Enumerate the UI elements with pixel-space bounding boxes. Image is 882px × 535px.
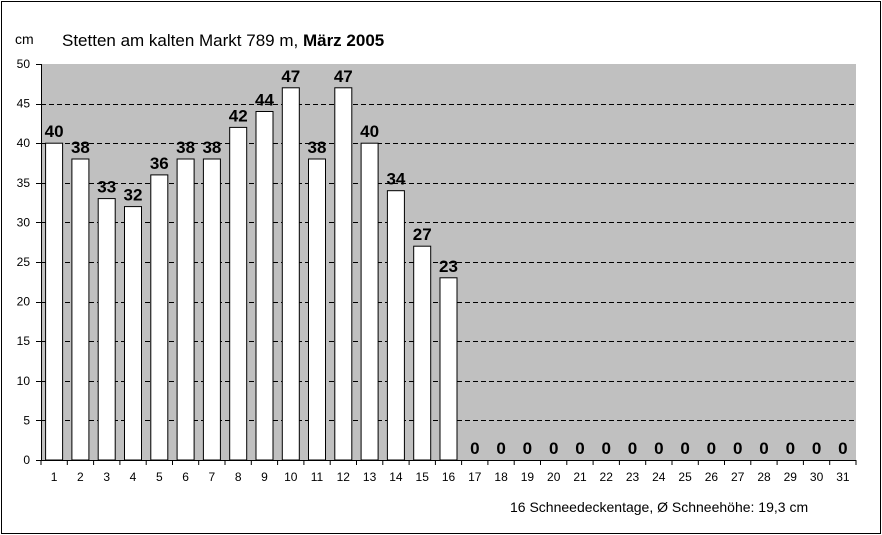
- y-tick-label: 40: [17, 136, 31, 150]
- x-tick-label: 3: [103, 470, 110, 484]
- bar-value-label: 0: [575, 439, 584, 458]
- x-tick-label: 26: [705, 470, 719, 484]
- bar-value-label: 0: [628, 439, 637, 458]
- bar-value-label: 32: [124, 186, 143, 205]
- x-tick-label: 19: [521, 470, 535, 484]
- bar-value-label: 40: [45, 122, 64, 141]
- y-tick-label: 50: [17, 57, 31, 71]
- x-tick-label: 20: [547, 470, 561, 484]
- bar-value-label: 38: [308, 138, 327, 157]
- x-tick-label: 25: [678, 470, 692, 484]
- y-tick-label: 0: [23, 453, 30, 467]
- bar: [334, 87, 353, 461]
- x-tick-label: 12: [337, 470, 351, 484]
- x-tick-label: 21: [573, 470, 587, 484]
- x-tick-label: 22: [600, 470, 614, 484]
- x-tick-label: 30: [810, 470, 824, 484]
- x-tick-label: 11: [311, 470, 324, 484]
- bar: [124, 206, 142, 461]
- bar-value-label: 0: [470, 439, 479, 458]
- bar-value-label: 0: [654, 439, 663, 458]
- y-axis-unit-label: cm: [15, 31, 34, 47]
- y-tick-label: 35: [17, 176, 31, 190]
- x-tick-label: 27: [731, 470, 745, 484]
- x-tick-label: 4: [130, 470, 137, 484]
- bar-value-label: 38: [71, 138, 90, 157]
- bar-value-label: 47: [281, 67, 300, 86]
- x-tick-label: 31: [836, 470, 850, 484]
- bar: [97, 198, 116, 461]
- bar-value-label: 42: [229, 106, 248, 125]
- bar: [202, 158, 221, 461]
- bar-value-label: 27: [413, 225, 432, 244]
- bar: [150, 174, 169, 461]
- x-tick-label: 17: [468, 470, 482, 484]
- y-tick-label: 5: [23, 413, 30, 427]
- bar-value-label: 38: [202, 138, 221, 157]
- bar-value-label: 40: [360, 122, 379, 141]
- bar-value-label: 0: [838, 439, 847, 458]
- x-tick-label: 18: [494, 470, 508, 484]
- chart-title-month: März 2005: [302, 31, 385, 50]
- summary-footer: 16 Schneedeckentage, Ø Schneehöhe: 19,3 …: [510, 499, 809, 515]
- y-tick-label: 30: [17, 215, 31, 229]
- bar-value-label: 0: [496, 439, 505, 458]
- bar-value-label: 0: [549, 439, 558, 458]
- bar-value-label: 34: [386, 170, 405, 189]
- x-tick-label: 14: [389, 470, 403, 484]
- bar: [71, 158, 90, 461]
- bar: [281, 87, 300, 461]
- bar-value-label: 0: [680, 439, 689, 458]
- x-tick-label: 7: [209, 470, 216, 484]
- x-tick-label: 1: [51, 470, 58, 484]
- bar-value-label: 0: [707, 439, 716, 458]
- bar-value-label: 0: [523, 439, 532, 458]
- bar: [229, 126, 248, 461]
- bar: [360, 142, 379, 461]
- x-tick-label: 15: [416, 470, 430, 484]
- bar-value-label: 47: [334, 67, 353, 86]
- x-tick-label: 6: [182, 470, 189, 484]
- bar-value-label: 0: [786, 439, 795, 458]
- bar: [413, 245, 432, 461]
- y-tick-label: 15: [17, 334, 31, 348]
- y-tick-label: 10: [17, 374, 31, 388]
- chart-title-location: Stetten am kalten Markt 789 m,: [62, 31, 303, 50]
- bar: [255, 111, 274, 461]
- bar: [439, 277, 458, 461]
- bar: [308, 158, 326, 461]
- y-tick-label: 20: [17, 295, 31, 309]
- x-tick-label: 9: [261, 470, 268, 484]
- bar-value-label: 23: [439, 257, 458, 276]
- bar: [386, 190, 405, 461]
- bar-value-label: 38: [176, 138, 195, 157]
- bar-value-label: 33: [97, 178, 116, 197]
- x-tick-label: 8: [235, 470, 242, 484]
- y-tick-label: 25: [17, 255, 31, 269]
- bar: [45, 142, 64, 461]
- chart-title: Stetten am kalten Markt 789 m, März 2005: [62, 31, 384, 51]
- bar-value-label: 0: [733, 439, 742, 458]
- bar-value-label: 0: [759, 439, 768, 458]
- x-tick-label: 16: [442, 470, 456, 484]
- bar-value-label: 36: [150, 154, 169, 173]
- x-tick-label: 2: [77, 470, 84, 484]
- x-tick-label: 28: [757, 470, 771, 484]
- bar-value-label: 0: [601, 439, 610, 458]
- y-tick-label: 45: [17, 97, 31, 111]
- x-tick-label: 23: [626, 470, 640, 484]
- x-tick-label: 24: [652, 470, 666, 484]
- x-tick-label: 10: [284, 470, 298, 484]
- x-tick-label: 29: [784, 470, 798, 484]
- x-tick-label: 5: [156, 470, 163, 484]
- bar-value-label: 0: [812, 439, 821, 458]
- x-tick-label: 13: [363, 470, 377, 484]
- bar-value-label: 44: [255, 91, 274, 110]
- bar: [176, 158, 195, 461]
